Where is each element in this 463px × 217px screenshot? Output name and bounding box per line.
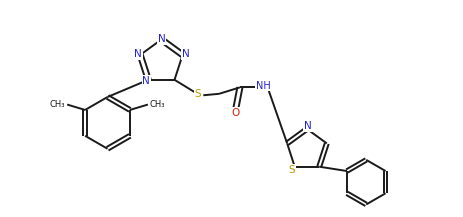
- Text: S: S: [288, 164, 295, 174]
- Text: O: O: [232, 108, 240, 118]
- Text: N: N: [142, 76, 150, 85]
- Text: CH₃: CH₃: [50, 100, 65, 109]
- Text: N: N: [157, 34, 165, 44]
- Text: S: S: [194, 89, 201, 99]
- Text: N: N: [304, 121, 312, 131]
- Text: NH: NH: [256, 81, 270, 90]
- Text: N: N: [134, 49, 142, 59]
- Text: CH₃: CH₃: [150, 100, 165, 109]
- Text: N: N: [181, 49, 189, 59]
